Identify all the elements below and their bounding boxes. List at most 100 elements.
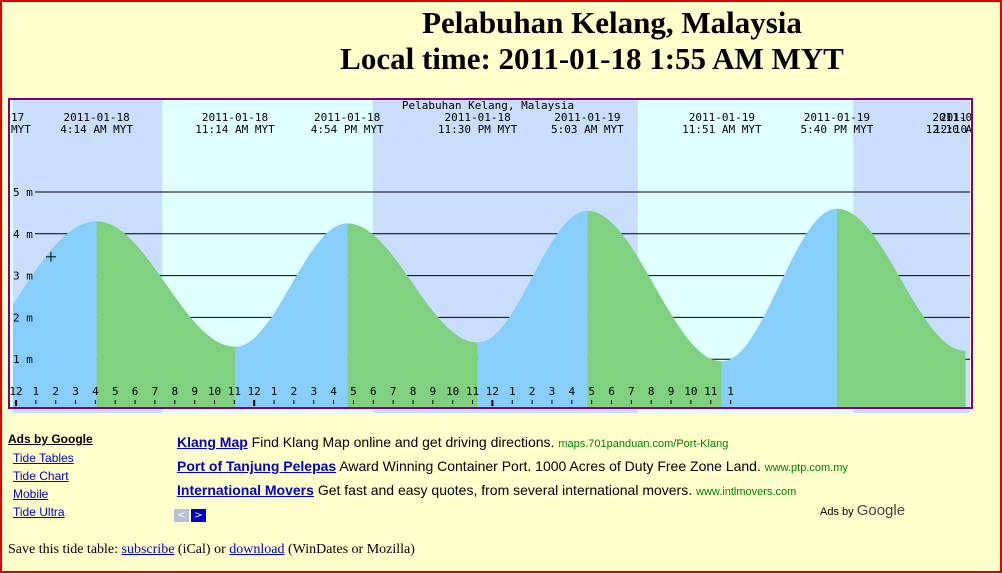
extreme-time-label: 11:51 AM MYT xyxy=(682,123,762,136)
hour-tick-label: 6 xyxy=(608,385,615,398)
hour-tick-label: 9 xyxy=(668,385,675,398)
hour-tick-label: 10 xyxy=(208,385,221,398)
ad-url[interactable]: maps.701panduan.com/Port-Klang xyxy=(558,438,729,450)
page-title: Pelabuhan Kelang, Malaysia xyxy=(422,5,802,40)
partial-time-label: 12:10 xyxy=(934,123,967,136)
hour-tick-label: 3 xyxy=(549,385,556,398)
extreme-date-label: 2011-01-18 xyxy=(202,111,268,124)
google-logo: Google xyxy=(856,502,906,519)
falling-tide-area xyxy=(347,223,478,409)
extreme-date-label: 2011-01-20 xyxy=(932,111,973,124)
y-tick-label: 4 m xyxy=(13,228,33,241)
ad-text: Award Winning Container Port. 1000 Acres… xyxy=(339,458,761,474)
hour-tick-label: 2 xyxy=(52,385,59,398)
save-suffix: (WinDates or Mozilla) xyxy=(284,542,415,557)
chart-frame xyxy=(8,98,973,409)
hour-tick-label: 12 xyxy=(486,385,499,398)
hour-tick-label: 5 xyxy=(350,385,357,398)
hour-tick-label: 4 xyxy=(330,385,337,398)
ad-title-international-movers[interactable]: International Movers xyxy=(177,482,314,498)
ad-text: Get fast and easy quotes, from several i… xyxy=(317,482,693,498)
extreme-time-label: 5:03 AM MYT xyxy=(551,123,624,136)
extreme-time-label: 4:54 PM MYT xyxy=(311,123,384,136)
ads-by-google-label[interactable]: Ads by Google xyxy=(8,432,93,446)
extreme-date-label: 2011-01-18 xyxy=(445,111,511,124)
ads-by-label: Ads by xyxy=(820,506,854,518)
hour-tick-label: 8 xyxy=(648,385,655,398)
rising-tide-area xyxy=(721,208,837,409)
save-ical-text: (iCal) or xyxy=(174,542,230,557)
ad-item: International Movers Get fast and easy q… xyxy=(177,480,907,504)
hour-tick-label: 10 xyxy=(446,385,459,398)
ad-link-tide-ultra[interactable]: Tide Ultra xyxy=(13,505,65,519)
ad-url[interactable]: www.ptp.com.my xyxy=(764,462,848,474)
partial-date-label: 2011 xyxy=(940,111,967,124)
save-prefix: Save this tide table: xyxy=(8,542,122,557)
next-ad-button[interactable]: > xyxy=(191,509,206,522)
extreme-date-label: 2011-01-18 xyxy=(314,111,380,124)
ad-item: Klang Map Find Klang Map online and get … xyxy=(177,432,907,456)
y-tick-label: 3 m xyxy=(13,270,33,283)
y-tick-label: 2 m xyxy=(13,311,33,324)
hour-tick-label: 8 xyxy=(171,385,178,398)
hour-tick-label: 9 xyxy=(430,385,437,398)
ad-title-port-tanjung-pelepas[interactable]: Port of Tanjung Pelepas xyxy=(177,458,337,474)
hour-tick-label: 11 xyxy=(228,385,241,398)
ad-title-klang-map[interactable]: Klang Map xyxy=(177,434,248,450)
y-tick-label: 1 m xyxy=(13,353,33,366)
hour-tick-label: 4 xyxy=(92,385,99,398)
download-link[interactable]: download xyxy=(229,542,285,557)
rising-tide-area xyxy=(235,223,348,409)
hour-tick-label: 11 xyxy=(704,385,717,398)
save-tide-table: Save this tide table: subscribe (iCal) o… xyxy=(8,542,415,558)
rising-tide-area xyxy=(13,221,97,409)
subscribe-link[interactable]: subscribe xyxy=(121,542,175,557)
hour-tick-label: 3 xyxy=(72,385,79,398)
ads-left-panel: Ads by Google Tide Tables Tide Chart Mob… xyxy=(8,432,93,521)
hour-tick-label: 1 xyxy=(33,385,40,398)
extreme-time-label: 11:14 AM MYT xyxy=(195,123,275,136)
ad-text: Find Klang Map online and get driving di… xyxy=(251,434,555,450)
falling-tide-area xyxy=(587,210,722,409)
ad-link-tide-chart[interactable]: Tide Chart xyxy=(13,469,69,483)
partial-time-label: MYT xyxy=(11,123,31,136)
extreme-time-label: 4:14 AM MYT xyxy=(60,123,133,136)
hour-tick-label: 11 xyxy=(466,385,479,398)
hour-tick-label: 10 xyxy=(684,385,697,398)
hour-tick-label: 8 xyxy=(410,385,417,398)
extreme-date-label: 2011-01-19 xyxy=(804,111,870,124)
hour-tick-label: 5 xyxy=(112,385,119,398)
hour-tick-label: 7 xyxy=(152,385,159,398)
ad-url[interactable]: www.intlmovers.com xyxy=(696,486,797,498)
extreme-date-label: 2011-01-19 xyxy=(554,111,620,124)
ad-link-mobile[interactable]: Mobile xyxy=(13,487,49,501)
hour-tick-label: 5 xyxy=(588,385,595,398)
hour-tick-label: 4 xyxy=(568,385,575,398)
hour-tick-label: 7 xyxy=(390,385,397,398)
falling-tide-area xyxy=(96,221,236,409)
hour-tick-label: 1 xyxy=(509,385,516,398)
hour-tick-label: 2 xyxy=(291,385,298,398)
ads-by-google-badge[interactable]: Ads by Google xyxy=(820,502,905,519)
chart-title: Pelabuhan Kelang, Malaysia xyxy=(402,99,574,112)
extreme-date-label: 2011-01-18 xyxy=(64,111,130,124)
extreme-date-label: 2011-01-19 xyxy=(689,111,755,124)
extreme-time-label: 12:10 AM MYT xyxy=(926,123,973,136)
partial-date-label: 17 xyxy=(11,111,24,124)
local-time-heading: Local time: 2011-01-18 1:55 AM MYT xyxy=(340,41,844,76)
ad-nav: < > xyxy=(174,505,208,523)
rising-tide-area xyxy=(477,210,588,409)
hour-tick-label: 1 xyxy=(271,385,278,398)
hour-tick-label: 3 xyxy=(310,385,317,398)
falling-tide-area xyxy=(836,208,966,409)
extreme-time-label: 11:30 PM MYT xyxy=(438,123,518,136)
ad-link-tide-tables[interactable]: Tide Tables xyxy=(13,451,74,465)
ads-main-panel: Klang Map Find Klang Map online and get … xyxy=(177,432,907,504)
hour-tick-label: 2 xyxy=(529,385,536,398)
extreme-time-label: 5:40 PM MYT xyxy=(800,123,873,136)
hour-tick-label: 7 xyxy=(628,385,635,398)
prev-ad-button[interactable]: < xyxy=(174,509,189,522)
ad-item: Port of Tanjung Pelepas Award Winning Co… xyxy=(177,456,907,480)
hour-tick-label: 12 xyxy=(9,385,22,398)
y-tick-label: 5 m xyxy=(13,186,33,199)
